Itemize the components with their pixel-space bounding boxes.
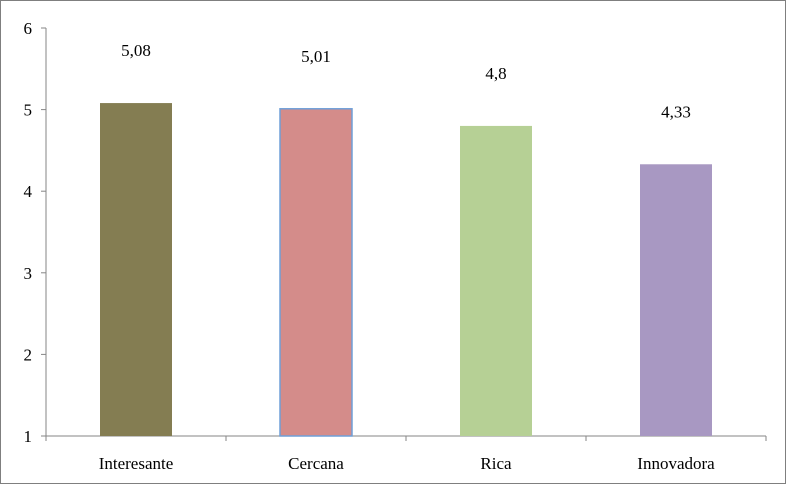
- y-tick-label: 3: [24, 264, 33, 283]
- plot-area: 1 2 3 4 5 6 5,08 Interesante 5,01 Cercana 4,8 Rica 4…: [24, 19, 767, 473]
- y-tick-label: 4: [24, 182, 33, 201]
- bar-innovadora: [640, 164, 712, 436]
- bar-interesante: [100, 103, 172, 437]
- y-tick-label: 1: [24, 427, 33, 446]
- bar-cercana: [279, 108, 353, 437]
- x-tick-label: Rica: [480, 454, 512, 473]
- y-tick-label: 2: [24, 345, 33, 364]
- y-tick-label: 6: [24, 19, 33, 38]
- x-tick-label: Interesante: [99, 454, 174, 473]
- bar-rica: [460, 125, 532, 437]
- data-label: 4,33: [661, 102, 691, 121]
- x-tick-label: Innovadora: [637, 454, 715, 473]
- data-label: 5,01: [301, 47, 331, 66]
- x-tick-label: Cercana: [288, 454, 344, 473]
- data-label: 5,08: [121, 41, 151, 60]
- y-tick-label: 5: [24, 101, 33, 120]
- data-label: 4,8: [485, 64, 506, 83]
